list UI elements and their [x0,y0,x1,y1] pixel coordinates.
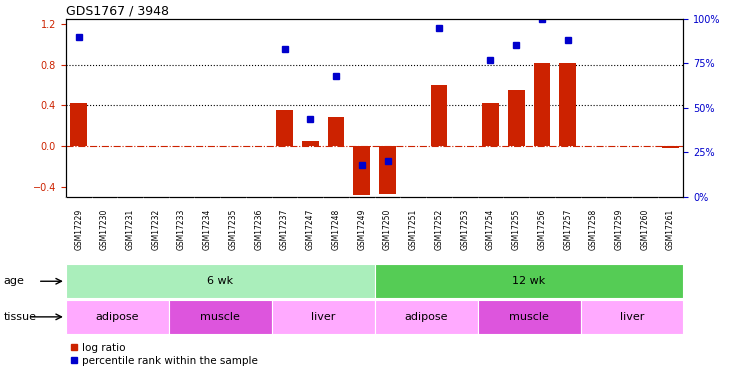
Text: age: age [4,276,25,286]
Bar [70,103,87,146]
Bar [431,85,447,146]
Text: tissue: tissue [4,312,37,322]
Text: 6 wk: 6 wk [207,276,233,286]
Text: liver: liver [311,312,336,322]
Bar [66,264,375,298]
Text: GSM17260: GSM17260 [640,209,649,251]
Text: GSM17254: GSM17254 [486,209,495,251]
Legend: log ratio, percentile rank within the sample: log ratio, percentile rank within the sa… [71,343,258,366]
Text: GSM17237: GSM17237 [280,209,289,251]
Bar [353,146,370,195]
Text: liver: liver [620,312,644,322]
Bar [477,300,580,334]
Bar [580,300,683,334]
Text: GSM17233: GSM17233 [177,209,186,251]
Bar [169,300,272,334]
Bar [508,90,525,146]
Bar [374,264,683,298]
Text: GSM17247: GSM17247 [306,209,315,251]
Text: GSM17261: GSM17261 [666,209,675,251]
Text: muscle: muscle [200,312,240,322]
Bar [302,141,319,146]
Text: GSM17259: GSM17259 [615,209,624,251]
Bar [379,146,396,194]
Text: GSM17257: GSM17257 [563,209,572,251]
Text: adipose: adipose [404,312,448,322]
Bar [534,63,550,146]
Text: GSM17232: GSM17232 [151,209,160,251]
Text: GSM17234: GSM17234 [202,209,212,251]
Bar [482,103,499,146]
Bar [327,117,344,146]
Text: adipose: adipose [96,312,139,322]
Bar [559,63,576,146]
Text: GSM17258: GSM17258 [589,209,598,251]
Text: GSM17251: GSM17251 [409,209,417,251]
Text: GSM17256: GSM17256 [537,209,547,251]
Text: GSM17250: GSM17250 [383,209,392,251]
Bar [66,300,169,334]
Text: muscle: muscle [509,312,549,322]
Bar [276,110,293,146]
Text: GSM17248: GSM17248 [332,209,341,251]
Text: GSM17252: GSM17252 [434,209,444,251]
Text: GSM17236: GSM17236 [254,209,263,251]
Text: GSM17230: GSM17230 [100,209,109,251]
Text: GSM17231: GSM17231 [126,209,135,251]
Text: GSM17255: GSM17255 [512,209,520,251]
Text: 12 wk: 12 wk [512,276,545,286]
Text: GSM17249: GSM17249 [357,209,366,251]
Bar [272,300,374,334]
Text: GSM17235: GSM17235 [229,209,238,251]
Text: GSM17253: GSM17253 [461,209,469,251]
Bar [374,300,477,334]
Text: GDS1767 / 3948: GDS1767 / 3948 [66,4,169,18]
Text: GSM17229: GSM17229 [74,209,83,251]
Bar [662,146,679,148]
